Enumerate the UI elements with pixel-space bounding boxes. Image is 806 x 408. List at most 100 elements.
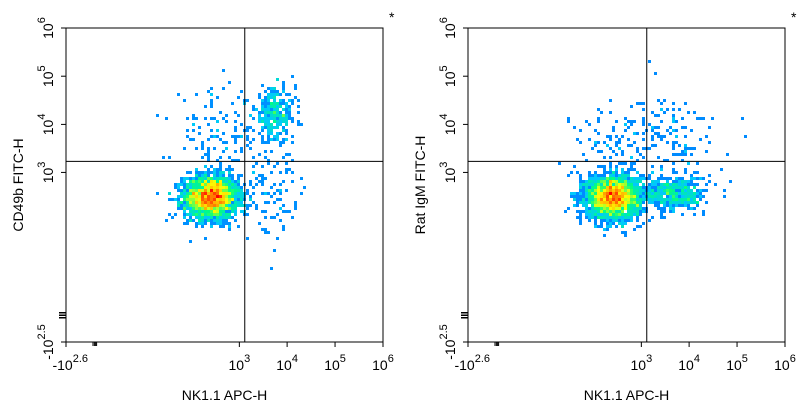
event-dot <box>612 222 615 225</box>
event-dot <box>237 135 240 138</box>
event-dot <box>609 111 612 114</box>
event-dot <box>285 153 288 156</box>
event-dot <box>741 117 744 120</box>
event-dot <box>192 123 195 126</box>
event-dot <box>204 183 207 186</box>
event-dot <box>696 204 699 207</box>
event-dot <box>246 189 249 192</box>
event-dot <box>264 102 267 105</box>
event-dot <box>624 216 627 219</box>
event-dot <box>606 228 609 231</box>
event-dot <box>186 135 189 138</box>
event-dot <box>234 198 237 201</box>
event-dot <box>597 186 600 189</box>
event-dot <box>276 189 279 192</box>
event-dot <box>273 90 276 93</box>
event-dot <box>627 120 630 123</box>
event-dot <box>579 141 582 144</box>
event-dot <box>675 189 678 192</box>
event-dot <box>255 183 258 186</box>
event-dot <box>675 186 678 189</box>
event-dot <box>606 183 609 186</box>
event-dot <box>612 180 615 183</box>
event-dot <box>684 144 687 147</box>
event-dot <box>267 201 270 204</box>
event-dot <box>198 126 201 129</box>
event-dot <box>192 177 195 180</box>
tick-base: -10 <box>454 357 474 373</box>
event-dot <box>564 210 567 213</box>
event-dot <box>261 141 264 144</box>
event-dot <box>606 201 609 204</box>
event-dot <box>222 183 225 186</box>
event-dot <box>603 192 606 195</box>
event-dot <box>261 180 264 183</box>
event-dot <box>195 204 198 207</box>
event-dot <box>591 201 594 204</box>
event-dot <box>621 174 624 177</box>
tick-exponent: 2.6 <box>475 353 490 365</box>
event-dot <box>597 174 600 177</box>
event-dot <box>663 99 666 102</box>
event-dot <box>567 207 570 210</box>
event-dot <box>210 219 213 222</box>
event-dot <box>246 144 249 147</box>
event-dot <box>633 192 636 195</box>
event-dot <box>630 165 633 168</box>
event-dot <box>597 225 600 228</box>
event-dot <box>612 174 615 177</box>
event-dot <box>198 195 201 198</box>
event-dot <box>264 126 267 129</box>
event-dot <box>639 213 642 216</box>
event-dot <box>657 183 660 186</box>
event-dot <box>285 168 288 171</box>
event-dot <box>657 126 660 129</box>
event-dot <box>591 207 594 210</box>
event-dot <box>249 204 252 207</box>
event-dot <box>174 183 177 186</box>
event-dot <box>195 222 198 225</box>
event-dot <box>663 111 666 114</box>
event-dot <box>672 117 675 120</box>
event-dot <box>216 213 219 216</box>
event-dot <box>684 192 687 195</box>
event-dot <box>672 192 675 195</box>
event-dot <box>186 183 189 186</box>
event-dot <box>684 171 687 174</box>
event-dot <box>195 93 198 96</box>
event-dot <box>285 120 288 123</box>
event-dot <box>270 117 273 120</box>
event-dot <box>240 210 243 213</box>
event-dot <box>228 174 231 177</box>
event-dot <box>168 213 171 216</box>
event-dot <box>678 195 681 198</box>
event-dot <box>642 102 645 105</box>
event-dot <box>288 99 291 102</box>
event-dot <box>621 231 624 234</box>
event-dot <box>597 141 600 144</box>
event-dot <box>633 180 636 183</box>
event-dot <box>654 132 657 135</box>
event-dot <box>171 198 174 201</box>
event-dot <box>681 159 684 162</box>
event-dot <box>576 171 579 174</box>
event-dot <box>204 180 207 183</box>
event-dot <box>642 192 645 195</box>
event-dot <box>615 153 618 156</box>
event-dot <box>639 201 642 204</box>
event-dot <box>603 186 606 189</box>
event-dot <box>201 174 204 177</box>
event-dot <box>600 186 603 189</box>
event-dot <box>270 123 273 126</box>
event-dot <box>228 213 231 216</box>
event-dot <box>672 141 675 144</box>
event-dot <box>237 195 240 198</box>
event-dot <box>267 231 270 234</box>
event-dot <box>657 135 660 138</box>
event-dot <box>573 195 576 198</box>
event-dot <box>663 177 666 180</box>
event-dot <box>678 108 681 111</box>
event-dot <box>273 201 276 204</box>
event-dot <box>213 216 216 219</box>
event-dot <box>180 180 183 183</box>
